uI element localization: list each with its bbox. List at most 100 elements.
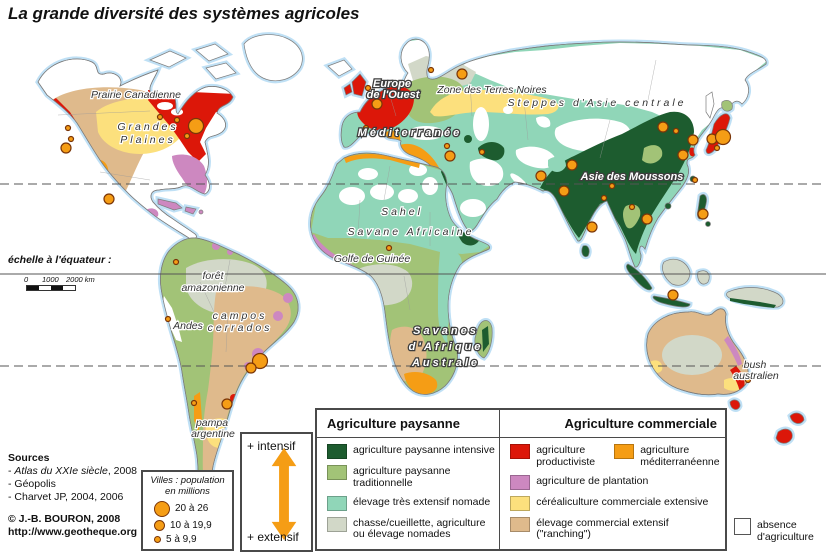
scale-tick-1000: 1000 xyxy=(42,275,59,284)
city-dot xyxy=(456,68,468,80)
city-dot xyxy=(187,117,205,135)
legend-swatch-plantation xyxy=(510,474,531,490)
city-dot xyxy=(608,182,616,190)
scale-bar xyxy=(26,285,76,291)
city-dot xyxy=(64,124,72,132)
legend-header-paysanne: Agriculture paysanne xyxy=(317,410,500,438)
eurasia-regions xyxy=(357,39,767,254)
region-label: amazonienne xyxy=(181,282,244,294)
region-label: Sahel xyxy=(381,206,423,218)
region-label: Prairie Canadienne xyxy=(91,89,181,101)
city-dot xyxy=(478,148,486,156)
region-label: d'Afrique xyxy=(409,341,484,353)
region-label: bush xyxy=(744,359,767,371)
sri-lanka xyxy=(581,245,590,258)
large-city-dot-icon xyxy=(154,500,170,517)
legend-item-absence: absence d'agriculture xyxy=(734,518,826,543)
intensity-arrow-icon xyxy=(271,448,297,540)
country-borders xyxy=(57,59,657,353)
legend-column-commerciale: Agriculture commerciale agriculture prod… xyxy=(500,410,725,549)
intensity-bottom-label: + extensif xyxy=(247,530,299,544)
city-dot xyxy=(172,258,180,266)
greenland xyxy=(243,34,303,82)
small-city-dot-icon xyxy=(154,535,161,543)
region-label: forêt xyxy=(202,270,224,282)
region-label: pampa xyxy=(195,417,228,429)
city-dot xyxy=(657,121,669,133)
city-dot xyxy=(164,315,172,323)
city-dot xyxy=(443,142,451,150)
region-label: Europe xyxy=(373,78,411,90)
city-dot xyxy=(427,66,435,74)
tasmania xyxy=(729,399,741,410)
region-label: Zone des Terres Noires xyxy=(436,84,547,96)
city-dot xyxy=(672,127,680,135)
legend-swatch-ranching xyxy=(510,516,531,532)
hokkaido xyxy=(721,100,733,112)
page-title: La grande diversité des systèmes agricol… xyxy=(8,4,360,23)
legend-item: agriculture paysanne intensive xyxy=(327,444,499,459)
legend-item: céréaliculture commerciale extensive xyxy=(510,495,725,511)
region-label: Steppes d'Asie centrale xyxy=(508,97,687,109)
sakhalin xyxy=(705,91,715,119)
city-dot xyxy=(245,362,257,374)
city-dot xyxy=(677,149,689,161)
region-label: Méditerranée xyxy=(358,127,462,139)
region-label: argentine xyxy=(191,428,235,440)
region-label: Asie des Moussons xyxy=(580,171,684,183)
region-label: Andes xyxy=(172,320,204,332)
legend-item: chasse/cueillette, agriculture ou élevag… xyxy=(327,516,499,542)
cities-legend-title: Villes : population en millions xyxy=(150,475,225,497)
city-dot xyxy=(566,159,578,171)
city-dot xyxy=(697,208,709,220)
legend-item: élevage commercial extensif ("ranching") xyxy=(510,516,725,542)
city-dot xyxy=(586,221,598,233)
city-dot xyxy=(744,376,752,384)
sources-heading: Sources xyxy=(8,452,50,464)
city-dot xyxy=(667,289,679,301)
city-size-small: 5 à 9,9 xyxy=(154,534,229,545)
australia-regions xyxy=(650,335,745,392)
legend-swatch-absence xyxy=(734,518,751,535)
region-label: australien xyxy=(733,370,779,382)
legend-item: agriculture paysanne traditionnelle xyxy=(327,465,499,490)
legend-header-commerciale: Agriculture commerciale xyxy=(500,410,725,438)
city-dot xyxy=(156,113,164,121)
sources-block: Sources - Atlas du XXIe siècle, 2008 - G… xyxy=(8,452,137,539)
region-label: Grandes xyxy=(117,121,178,133)
city-dot xyxy=(385,244,393,252)
region-label: Golfe de Guinée xyxy=(334,253,411,265)
new-zealand xyxy=(789,412,805,424)
map-scale: échelle à l'équateur : 0 1000 2000 km xyxy=(8,254,128,291)
city-dot xyxy=(371,98,383,110)
city-dot xyxy=(103,193,115,205)
legend-swatch-mediterraneenne xyxy=(614,444,635,459)
iceland xyxy=(327,59,353,77)
region-label: Australe xyxy=(411,357,480,369)
city-dot xyxy=(641,213,653,225)
city-dot xyxy=(628,203,636,211)
city-dot xyxy=(362,124,370,132)
region-label: Savanes xyxy=(413,325,479,337)
city-dot xyxy=(687,134,699,146)
legend-item: agriculture de plantation xyxy=(510,474,725,490)
legend-swatch-chasse-cueillette xyxy=(327,516,347,532)
legend-item: agriculture productiviste xyxy=(510,444,614,469)
britain xyxy=(351,73,367,97)
city-dot xyxy=(60,142,72,154)
city-size-large: 20 à 26 xyxy=(154,500,229,517)
region-label: campos xyxy=(213,310,268,322)
scale-tick-0: 0 xyxy=(24,275,29,284)
city-dot xyxy=(173,116,181,124)
city-dot xyxy=(714,128,732,146)
legend-swatch-paysanne-intensive xyxy=(327,444,347,459)
legend-column-paysanne: Agriculture paysanne agriculture paysann… xyxy=(317,410,501,549)
region-label: Savane Africaine xyxy=(348,226,475,238)
legend-swatch-cerealiculture xyxy=(510,495,531,511)
landmasses xyxy=(37,34,805,509)
legend-item: élevage très extensif nomade xyxy=(327,495,499,511)
city-dot xyxy=(535,170,547,182)
scale-label: échelle à l'équateur : xyxy=(8,254,112,266)
